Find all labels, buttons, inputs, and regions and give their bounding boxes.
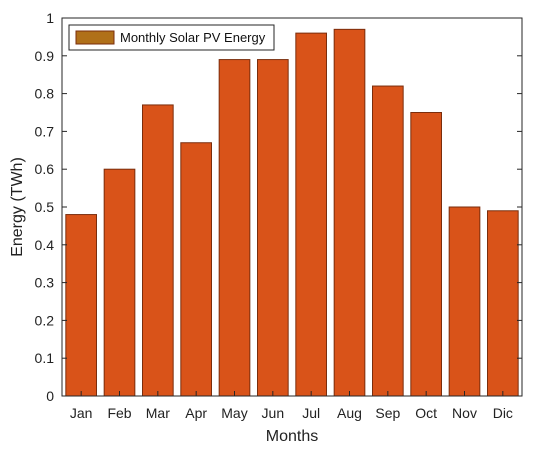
x-tick-label-jul: Jul <box>302 405 320 421</box>
x-tick-label-jun: Jun <box>262 405 285 421</box>
x-tick-label-jan: Jan <box>70 405 93 421</box>
x-tick-label-mar: Mar <box>146 405 170 421</box>
bar-aug <box>333 28 366 397</box>
x-tick-label-sep: Sep <box>375 405 400 421</box>
x-tick-label-nov: Nov <box>452 405 477 421</box>
y-tick-label: 0.2 <box>35 312 55 328</box>
x-tick-label-oct: Oct <box>415 405 437 421</box>
bar-jan <box>65 214 98 397</box>
x-tick-label-dic: Dic <box>493 405 513 421</box>
y-tick-label: 0.8 <box>35 86 55 102</box>
y-tick-label: 0.7 <box>35 123 55 139</box>
bar-may <box>218 59 251 397</box>
x-tick-labels: Jan Feb Mar Apr May Jun Jul Aug Sep Oct Nov Dic <box>70 405 513 421</box>
y-tick-label: 0.1 <box>35 350 55 366</box>
bar-feb <box>103 168 136 397</box>
legend-swatch <box>75 30 115 45</box>
y-tick-label: 0.5 <box>35 199 55 215</box>
x-tick-label-apr: Apr <box>185 405 207 421</box>
bar-dic <box>487 210 519 397</box>
y-tick-label: 0.9 <box>35 48 55 64</box>
axes-frame <box>61 17 523 397</box>
bar-oct <box>410 112 442 397</box>
axes-group <box>61 17 523 397</box>
y-tick-label: 0.4 <box>35 237 55 253</box>
y-tick-label: 1 <box>46 10 54 26</box>
bar-apr <box>180 142 213 397</box>
x-tick-label-may: May <box>221 405 247 421</box>
bar-jul <box>295 32 327 397</box>
bar-jun <box>257 59 289 397</box>
x-tick-label-aug: Aug <box>337 405 362 421</box>
x-tick-label-feb: Feb <box>107 405 131 421</box>
bar-sep <box>372 85 404 397</box>
y-tick-labels: 0 0.1 0.2 0.3 0.4 0.5 0.6 0.7 0.8 0.9 1 <box>35 10 55 404</box>
bar-mar <box>142 104 174 397</box>
legend: Monthly Solar PV Energy <box>68 24 275 51</box>
y-tick-label: 0 <box>46 388 54 404</box>
legend-label: Monthly Solar PV Energy <box>120 30 266 45</box>
bars-group <box>65 28 519 397</box>
y-tick-label: 0.3 <box>35 275 55 291</box>
bar-nov <box>448 206 481 397</box>
y-axis-title: Energy (TWh) <box>9 157 26 257</box>
plot-area <box>62 18 522 396</box>
x-axis-title: Months <box>266 428 318 445</box>
y-tick-label: 0.6 <box>35 161 55 177</box>
